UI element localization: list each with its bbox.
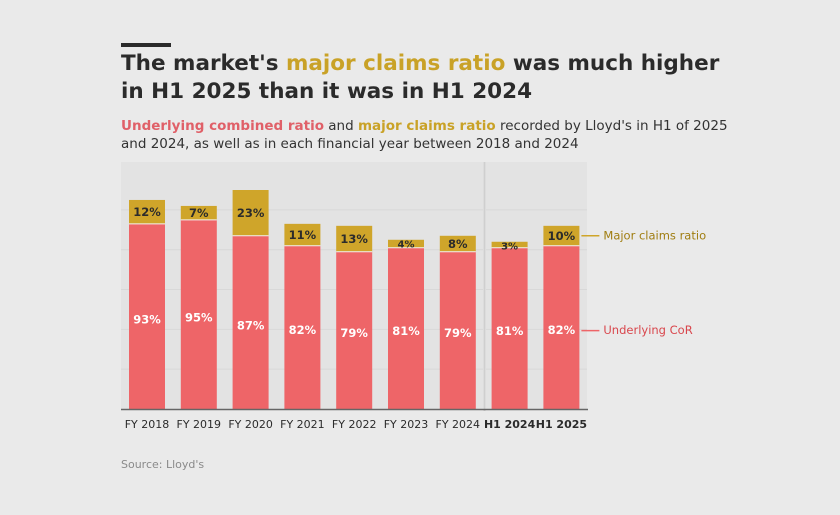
bar-major-fy-2022 — [336, 225, 373, 252]
x-tick-label-fy-2024: FY 2024 — [436, 418, 481, 431]
bar-underlying-fy-2023 — [388, 247, 424, 409]
bar-major-fy-2023 — [388, 239, 424, 248]
bar-underlying-fy-2022 — [336, 251, 373, 409]
x-tick-label-h1-2024: H1 2024 — [484, 418, 536, 431]
bar-major-fy-2021 — [284, 223, 321, 246]
label-underlying-fy-2021: 82% — [289, 323, 317, 337]
bar-major-fy-2018 — [129, 199, 165, 224]
legend-label-major-claims-ratio: Major claims ratio — [603, 228, 706, 242]
label-major-h1-2024: 3% — [501, 241, 518, 252]
bar-major-h1-2024 — [491, 241, 528, 248]
bar-underlying-fy-2019 — [180, 219, 217, 409]
bar-underlying-fy-2018 — [129, 223, 165, 409]
subtitle-highlight-underlying: Underlying combined ratio — [121, 118, 324, 134]
x-tick-label-fy-2019: FY 2019 — [177, 418, 222, 431]
label-major-fy-2021: 11% — [289, 228, 317, 242]
bar-underlying-fy-2024 — [439, 251, 476, 409]
label-underlying-fy-2020: 87% — [237, 318, 265, 332]
bar-underlying-fy-2021 — [284, 245, 321, 409]
label-underlying-h1-2025: 82% — [548, 323, 576, 337]
chart-subtitle: Underlying combined ratio and major clai… — [121, 118, 728, 152]
legend-label-underlying-cor: Underlying CoR — [603, 323, 692, 337]
bar-major-h1-2025 — [543, 225, 580, 246]
label-major-h1-2025: 10% — [548, 229, 576, 243]
bar-major-fy-2024 — [439, 235, 476, 252]
title-accent-rule — [121, 43, 171, 47]
chart-title: The market's major claims ratio was much… — [121, 51, 720, 104]
bar-major-fy-2020 — [232, 190, 269, 236]
label-underlying-fy-2018: 93% — [133, 313, 161, 327]
bar-underlying-h1-2025 — [543, 245, 580, 409]
label-underlying-fy-2022: 79% — [340, 326, 368, 340]
subtitle-highlight-major: major claims ratio — [357, 118, 496, 134]
x-tick-label-fy-2021: FY 2021 — [280, 418, 325, 431]
label-underlying-fy-2023: 81% — [392, 324, 420, 338]
x-tick-label-fy-2022: FY 2022 — [332, 418, 377, 431]
label-underlying-fy-2024: 79% — [444, 326, 472, 340]
label-major-fy-2020: 23% — [237, 206, 265, 220]
label-underlying-fy-2019: 95% — [185, 311, 213, 325]
label-major-fy-2019: 7% — [189, 206, 209, 220]
label-major-fy-2022: 13% — [340, 232, 368, 246]
x-tick-label-fy-2018: FY 2018 — [125, 418, 170, 431]
source-note: Source: Lloyd's — [121, 458, 205, 471]
x-tick-label-fy-2023: FY 2023 — [384, 418, 429, 431]
label-major-fy-2024: 8% — [448, 237, 468, 251]
label-major-fy-2018: 12% — [133, 205, 161, 219]
x-tick-label-fy-2020: FY 2020 — [228, 418, 273, 431]
title-highlight: major claims ratio — [286, 51, 506, 76]
bar-underlying-fy-2020 — [232, 235, 269, 409]
label-underlying-h1-2024: 81% — [496, 324, 524, 338]
bar-underlying-h1-2024 — [491, 247, 528, 409]
bar-major-fy-2019 — [180, 205, 217, 220]
label-major-fy-2023: 4% — [398, 239, 415, 250]
x-tick-label-h1-2025: H1 2025 — [536, 418, 587, 431]
